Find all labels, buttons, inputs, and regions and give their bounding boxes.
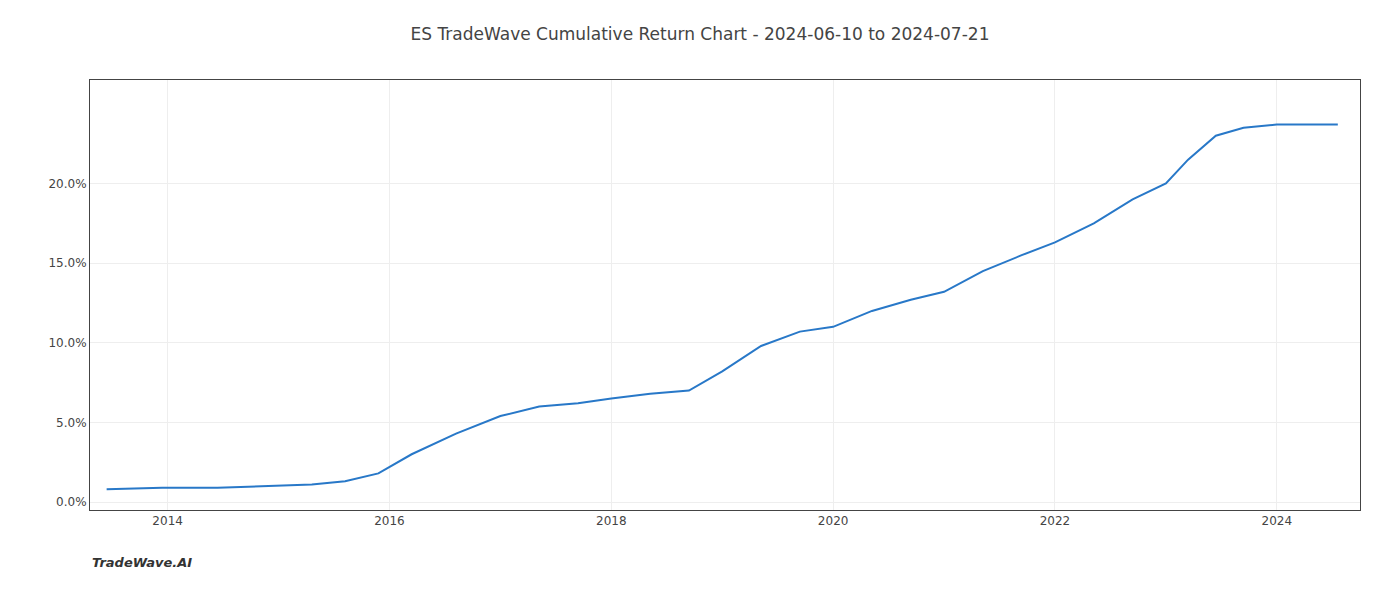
svg-text:2020: 2020	[818, 514, 849, 528]
svg-text:0.0%: 0.0%	[56, 495, 87, 509]
svg-text:2022: 2022	[1040, 514, 1071, 528]
svg-text:10.0%: 10.0%	[48, 336, 86, 350]
svg-text:2018: 2018	[596, 514, 627, 528]
svg-text:2014: 2014	[152, 514, 183, 528]
svg-text:5.0%: 5.0%	[56, 416, 87, 430]
svg-text:TradeWave.AI: TradeWave.AI	[92, 555, 192, 570]
svg-text:ES TradeWave Cumulative Return: ES TradeWave Cumulative Return Chart - 2…	[411, 24, 990, 44]
svg-text:2024: 2024	[1262, 514, 1293, 528]
svg-text:20.0%: 20.0%	[48, 177, 86, 191]
svg-text:2016: 2016	[374, 514, 405, 528]
svg-text:15.0%: 15.0%	[48, 256, 86, 270]
